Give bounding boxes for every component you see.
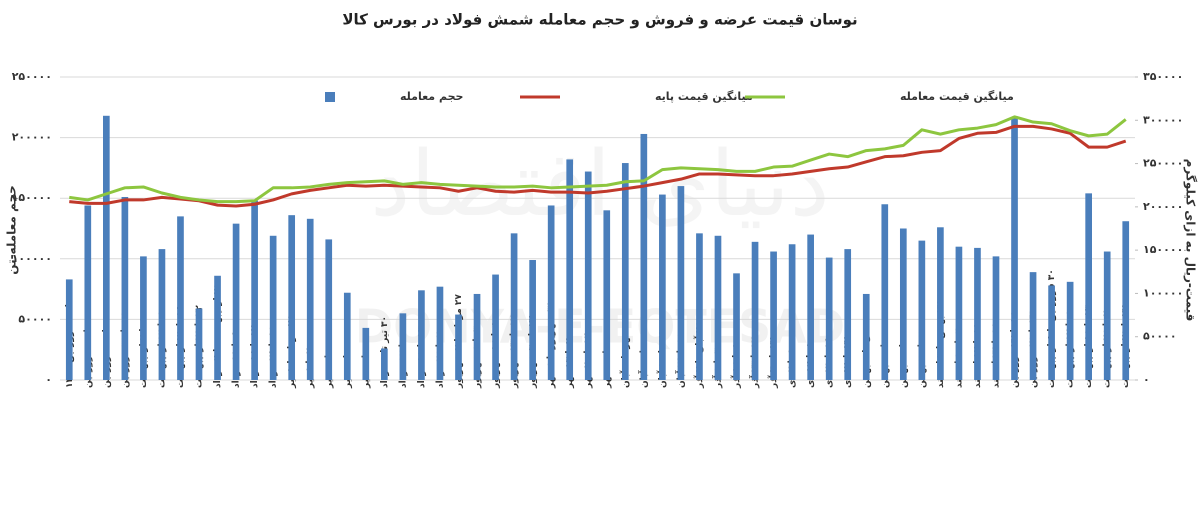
bar [455, 314, 462, 380]
bar [844, 249, 852, 380]
bar [788, 244, 796, 380]
y2-tick-label: ۰ [1143, 373, 1150, 386]
bar [232, 223, 240, 380]
line-series [69, 124, 1127, 208]
bar [65, 279, 73, 380]
y-tick-label: ۲۵۰۰۰۰ [12, 70, 52, 83]
bar [381, 348, 388, 380]
bar [84, 205, 92, 380]
y2-tick-label: ۳۰۰۰۰۰ [1143, 113, 1183, 126]
bar [899, 228, 907, 380]
bar [677, 186, 685, 380]
bar [140, 256, 147, 380]
bar [529, 260, 536, 380]
bar [343, 292, 351, 380]
legend-label: حجم معامله [400, 90, 463, 103]
bar [640, 133, 648, 380]
bar [436, 286, 444, 380]
bar [103, 115, 110, 380]
bar [1122, 221, 1130, 380]
watermark: DONYA-E-EQTESAD [355, 300, 845, 354]
bar [121, 196, 129, 380]
bar [621, 163, 629, 380]
bar [306, 218, 314, 380]
bar [714, 235, 722, 380]
bar [473, 293, 481, 380]
bar [362, 327, 370, 380]
bar [251, 200, 258, 380]
bar [418, 290, 425, 380]
bar [1103, 251, 1111, 380]
y2-axis-title: قیمت-ریال به ازای کیلوگرم [1183, 159, 1198, 322]
legend-label: میانگین قیمت معامله [900, 90, 1014, 103]
bar [399, 313, 407, 380]
legend-label: میانگین قیمت پایه [655, 90, 753, 103]
y2-tick-label: ۳۵۰۰۰۰ [1143, 70, 1183, 83]
bar [955, 246, 963, 380]
legend-swatch [325, 92, 335, 102]
bar [992, 256, 1000, 380]
line-series [69, 115, 1127, 204]
bar [881, 204, 889, 380]
y-tick-label: ۱۵۰۰۰۰ [12, 191, 52, 204]
bar [492, 274, 499, 380]
bar [807, 234, 814, 380]
y-tick-label: ۲۰۰۰۰۰ [12, 131, 52, 144]
bar [1029, 272, 1037, 380]
y2-tick-label: ۱۰۰۰۰۰ [1143, 286, 1183, 299]
bar [177, 216, 184, 380]
bar [1085, 193, 1092, 380]
y2-tick-label: ۱۵۰۰۰۰ [1143, 243, 1183, 256]
bar [937, 227, 944, 380]
bar [603, 210, 611, 380]
y-tick-label: ۰ [45, 373, 52, 386]
y2-tick-label: ۲۵۰۰۰۰ [1143, 157, 1183, 170]
bar [566, 159, 574, 380]
bar [195, 308, 203, 380]
chart-title: نوسان قیمت عرضه و فروش و حجم معامله شمش … [342, 11, 857, 29]
bar [288, 215, 296, 380]
y-axis-title: حجم معامله-تن [5, 185, 19, 274]
bar [659, 194, 666, 380]
bar [510, 233, 518, 380]
bar [269, 235, 277, 380]
y-tick-label: ۱۰۰۰۰۰ [12, 252, 52, 265]
bar [770, 251, 777, 380]
y-tick-label: ۵۰۰۰۰ [18, 312, 52, 325]
bar [158, 249, 166, 380]
bar [547, 205, 555, 380]
bar [862, 293, 870, 380]
bar [918, 240, 926, 380]
bar [696, 233, 703, 380]
y2-tick-label: ۵۰۰۰۰ [1143, 330, 1177, 343]
bar [825, 257, 833, 380]
bar [751, 241, 759, 380]
bar [733, 273, 740, 380]
bar [214, 275, 221, 380]
bar [1066, 281, 1074, 380]
bar [1048, 285, 1055, 380]
bar [584, 171, 592, 380]
bar [1011, 118, 1018, 380]
bar [974, 247, 981, 380]
y2-tick-label: ۲۰۰۰۰۰ [1143, 200, 1183, 213]
bar [325, 239, 333, 380]
